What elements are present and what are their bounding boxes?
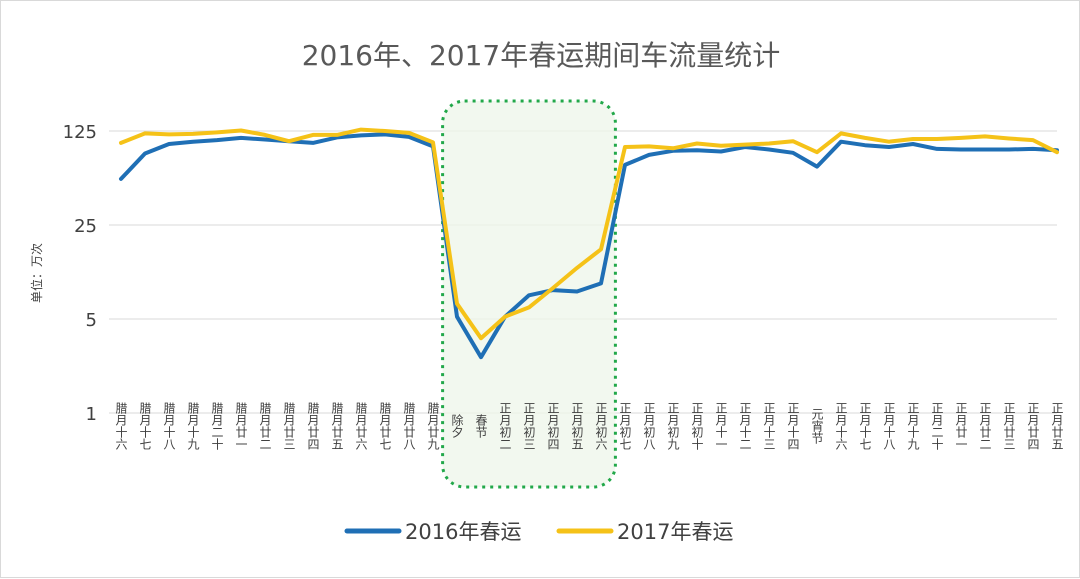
x-tick-label: 腊月十九 bbox=[186, 402, 200, 451]
x-tick-label: 正月十六 bbox=[834, 402, 848, 450]
x-tick-label: 正月十八 bbox=[882, 402, 896, 450]
legend: 2016年春运 2017年春运 bbox=[344, 520, 733, 544]
x-tick-label: 正月十七 bbox=[858, 402, 872, 450]
x-tick-label: 正月廿五 bbox=[1050, 402, 1064, 450]
x-tick-label: 正月初六 bbox=[594, 402, 608, 450]
x-tick-label: 正月十二 bbox=[738, 402, 752, 450]
x-tick-label: 正月廿一 bbox=[954, 402, 968, 450]
y-tick-label: 25 bbox=[74, 216, 97, 237]
x-tick-label: 正月初八 bbox=[642, 402, 656, 450]
x-tick-label: 正月十一 bbox=[714, 402, 728, 450]
series-lines bbox=[119, 127, 1059, 360]
x-tick-label: 腊月二十 bbox=[210, 402, 224, 450]
y-tick-label: 1 bbox=[86, 404, 97, 425]
x-tick-label: 春节 bbox=[474, 414, 488, 438]
x-tick-label: 腊月廿九 bbox=[426, 402, 440, 451]
x-tick-label: 元宵节 bbox=[810, 408, 824, 444]
series-line-2 bbox=[119, 127, 1059, 341]
x-tick-label: 除夕 bbox=[450, 413, 464, 439]
x-tick-label: 腊月十七 bbox=[138, 402, 152, 450]
x-tick-label: 正月廿二 bbox=[978, 402, 992, 450]
x-tick-label: 腊月廿八 bbox=[402, 402, 416, 450]
x-tick-label: 正月廿四 bbox=[1026, 402, 1040, 450]
x-tick-label: 正月十三 bbox=[762, 402, 776, 450]
y-tick-label: 5 bbox=[86, 310, 97, 331]
x-tick-label: 腊月十八 bbox=[162, 402, 176, 450]
x-tick-label: 正月二十 bbox=[930, 402, 944, 450]
x-tick-label: 正月初四 bbox=[546, 402, 560, 450]
x-tick-label: 腊月廿二 bbox=[258, 402, 272, 450]
x-tick-label: 正月初二 bbox=[498, 402, 512, 450]
x-tick-label: 正月初十 bbox=[690, 402, 704, 450]
y-axis-ticks: 1 5 25 125 bbox=[63, 122, 97, 425]
x-tick-label: 腊月十六 bbox=[114, 402, 128, 450]
x-tick-label: 正月廿三 bbox=[1002, 402, 1016, 450]
x-tick-label: 正月十九 bbox=[906, 402, 920, 451]
x-tick-label: 正月初五 bbox=[570, 402, 584, 450]
x-tick-label: 腊月廿五 bbox=[330, 402, 344, 450]
x-tick-label: 腊月廿三 bbox=[282, 402, 296, 450]
series-line-1 bbox=[119, 132, 1059, 360]
x-tick-label: 腊月廿四 bbox=[306, 402, 320, 450]
x-axis-ticks: 腊月十六 腊月十七 腊月十八 腊月十九 腊月二十 腊月廿一 腊月廿二 腊月廿三 腊月廿四 腊月廿五… bbox=[114, 402, 1064, 451]
x-tick-label: 腊月廿六 bbox=[354, 402, 368, 450]
x-tick-label: 正月初九 bbox=[666, 402, 680, 451]
x-tick-label: 腊月廿七 bbox=[378, 402, 392, 450]
x-tick-label: 正月初三 bbox=[522, 402, 536, 450]
legend-label-2: 2017年春运 bbox=[617, 520, 733, 544]
y-tick-label: 125 bbox=[63, 122, 97, 143]
chart-title: 2016年、2017年春运期间车流量统计 bbox=[302, 39, 781, 72]
y-axis-label: 单位：万次 bbox=[29, 243, 44, 303]
legend-label-1: 2016年春运 bbox=[405, 520, 521, 544]
x-tick-label: 正月初七 bbox=[618, 402, 632, 450]
x-tick-label: 正月十四 bbox=[786, 402, 800, 450]
x-tick-label: 腊月廿一 bbox=[234, 402, 248, 450]
